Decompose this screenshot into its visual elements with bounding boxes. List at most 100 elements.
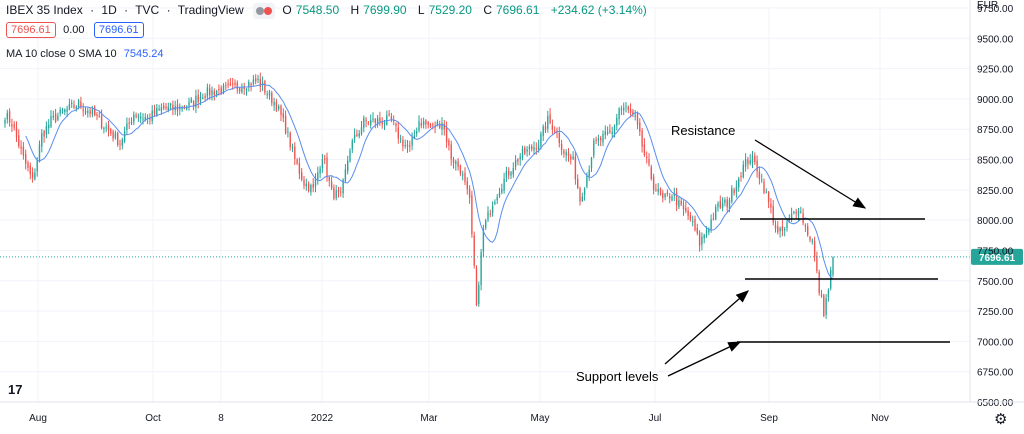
ma-line: [25, 83, 834, 280]
candle-body: [652, 176, 655, 190]
candle-body: [61, 110, 64, 112]
candle-body: [420, 123, 422, 126]
candle-body: [8, 111, 11, 123]
candle-body: [388, 113, 390, 116]
symbol-name[interactable]: IBEX 35 Index: [6, 3, 83, 18]
candle-body: [89, 110, 91, 115]
candle-body: [321, 158, 324, 169]
candle-body: [68, 104, 71, 110]
candle-body: [418, 121, 420, 131]
candle-body: [462, 174, 464, 176]
candles: [4, 72, 834, 319]
y-tick-label: 6500.00: [977, 398, 1014, 409]
candle-body: [657, 188, 659, 192]
candle-body: [696, 227, 698, 234]
sell-price-button[interactable]: 7696.61: [6, 22, 56, 38]
candle-body: [227, 83, 229, 86]
candle-body: [602, 133, 604, 143]
candle-body: [105, 127, 107, 129]
ma-legend[interactable]: MA 10 close 0 SMA 10 7545.24: [6, 48, 168, 60]
candle-body: [82, 109, 84, 111]
candle-body: [685, 207, 687, 212]
candle-body: [572, 156, 574, 159]
candle-body: [570, 156, 572, 160]
annotation-arrow: [664, 290, 749, 365]
compare-toggle-icon[interactable]: [253, 3, 276, 19]
interval[interactable]: 1D: [101, 3, 117, 18]
candle-body: [202, 97, 204, 99]
candle-body: [590, 157, 593, 169]
candle-body: [708, 228, 710, 233]
candle-body: [673, 193, 675, 196]
resistance-label: Resistance: [671, 123, 735, 138]
candle-body: [222, 85, 225, 94]
candle-body: [540, 133, 542, 146]
buy-price-button[interactable]: 7696.61: [93, 22, 144, 38]
candle-body: [326, 157, 328, 178]
tradingview-logo[interactable]: 17: [8, 382, 23, 397]
y-tick-label: 8750.00: [977, 125, 1014, 136]
candle-body: [604, 131, 606, 135]
candle-body: [121, 139, 123, 146]
candle-body: [501, 189, 503, 193]
candle-body: [827, 290, 830, 298]
candle-body: [809, 236, 811, 241]
candle-body: [687, 210, 689, 216]
candle-body: [648, 158, 650, 165]
candle-body: [195, 96, 197, 108]
candle-body: [54, 113, 57, 122]
candle-body: [34, 172, 36, 180]
candle-body: [103, 128, 105, 130]
candle-body: [533, 147, 535, 151]
candle-body: [581, 196, 583, 201]
candle-body: [344, 169, 347, 182]
candle-body: [749, 160, 751, 164]
candle-body: [675, 192, 678, 206]
candle-body: [107, 125, 110, 131]
candle-body: [232, 83, 234, 85]
candle-body: [310, 185, 312, 193]
candle-body: [807, 226, 809, 235]
candle-body: [48, 124, 50, 129]
annotation-arrow: [667, 341, 742, 377]
candle-body: [38, 144, 41, 162]
candle-body: [682, 205, 685, 210]
candle-body: [135, 115, 137, 117]
candle-body: [25, 154, 27, 164]
candle-body: [303, 179, 305, 186]
candle-body: [627, 107, 629, 110]
candle-body: [514, 160, 517, 167]
gear-icon[interactable]: ⚙: [994, 411, 1008, 428]
x-tick-label: Jul: [649, 413, 662, 424]
candle-body: [680, 200, 682, 205]
candle-body: [374, 119, 376, 123]
candle-body: [4, 120, 6, 124]
last-price-badge: [971, 248, 1023, 265]
candle-body: [703, 234, 705, 239]
candle-body: [450, 144, 452, 160]
candle-body: [66, 108, 68, 112]
candle-body: [197, 94, 199, 103]
candle-body: [353, 134, 356, 139]
candle-body: [643, 144, 646, 155]
candle-body: [432, 124, 434, 126]
candle-body: [330, 181, 333, 188]
candle-body: [312, 184, 314, 188]
candle-body: [618, 108, 620, 120]
candle-body: [754, 155, 756, 163]
candle-body: [218, 89, 220, 91]
candle-body: [45, 126, 48, 135]
candle-body: [393, 120, 395, 122]
candle-body: [629, 108, 632, 113]
candle-body: [551, 125, 554, 130]
candle-body: [593, 140, 595, 156]
candle-body: [742, 164, 744, 178]
candle-body: [390, 116, 393, 120]
candle-body: [163, 105, 165, 109]
candle-body: [439, 123, 441, 128]
candle-body: [521, 148, 524, 158]
y-tick-label: 9750.00: [977, 4, 1014, 15]
candle-body: [554, 130, 556, 132]
